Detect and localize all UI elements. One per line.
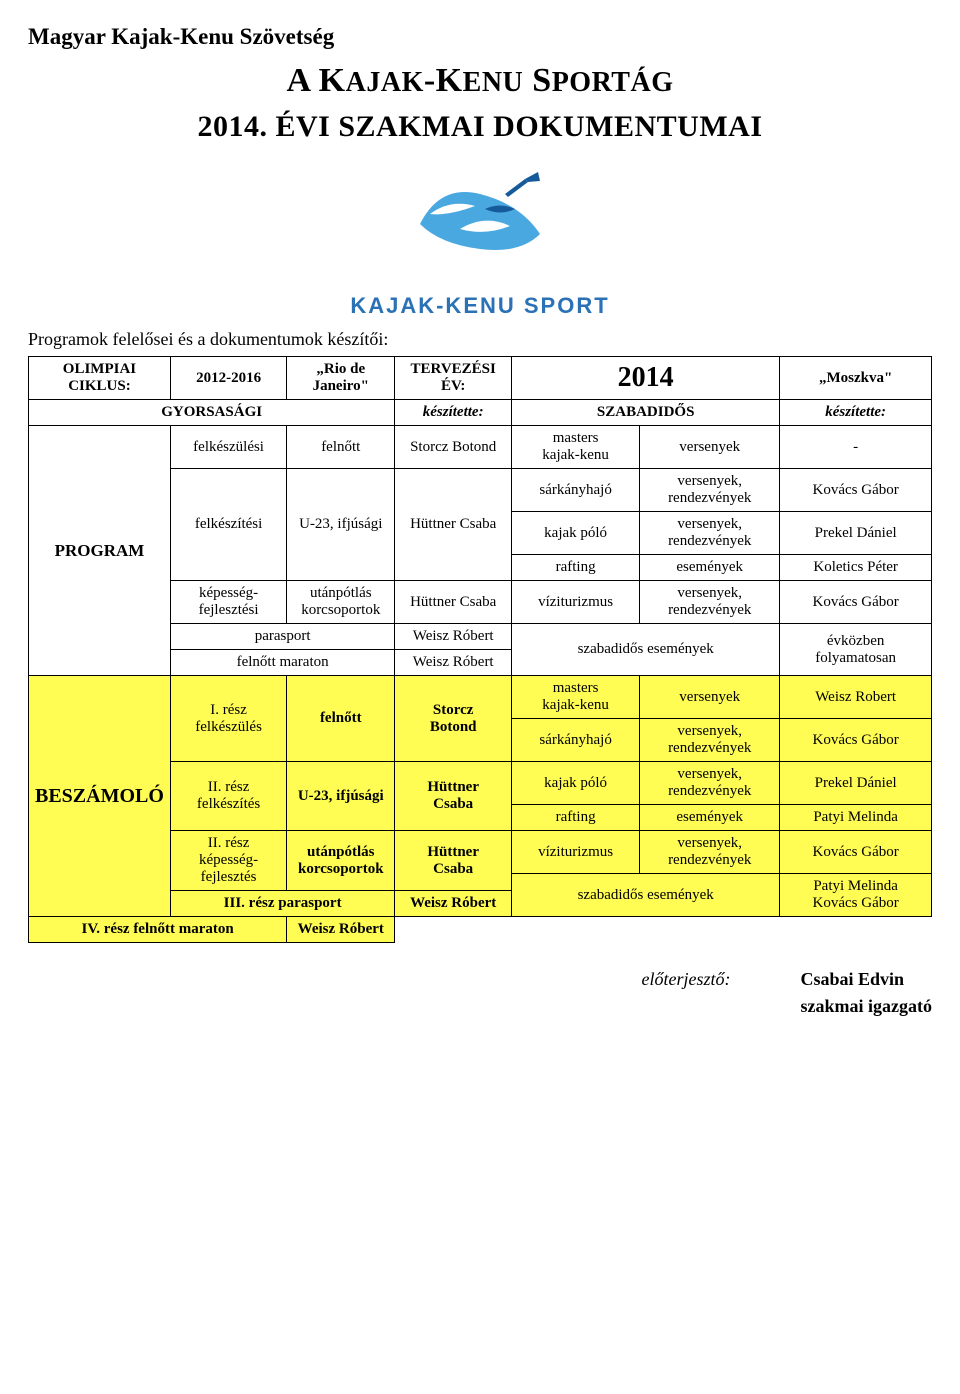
table-row: GYORSASÁGI készítette: SZABADIDŐS készít… [29,400,932,426]
table-row: OLIMPIAICIKLUS: 2012-2016 „Rio deJaneiro… [29,357,932,400]
table-row: BESZÁMOLÓ I. részfelkészülés felnőtt Sto… [29,676,932,719]
footer-label: előterjesztő: [642,969,731,989]
logo-text: KAJAK-KENU SPORT [28,293,932,319]
footer: előterjesztő: Csabai Edvin szakmai igazg… [28,969,932,1017]
table-row: PROGRAM felkészülési felnőtt Storcz Boto… [29,426,932,469]
section-heading: Programok felelősei és a dokumentumok ké… [28,329,932,350]
presenter-name: Csabai Edvin [801,969,932,990]
subtitle: 2014. ÉVI SZAKMAI DOKUMENTUMAI [28,110,932,144]
table-row: IV. rész felnőtt maratonWeisz Róbert [29,917,932,943]
main-title: A KAJAK-KENU SPORTÁG [28,62,932,100]
presenter-role: szakmai igazgató [801,996,932,1017]
org-name: Magyar Kajak-Kenu Szövetség [28,24,932,50]
logo [28,154,932,289]
info-table: OLIMPIAICIKLUS: 2012-2016 „Rio deJaneiro… [28,356,932,943]
